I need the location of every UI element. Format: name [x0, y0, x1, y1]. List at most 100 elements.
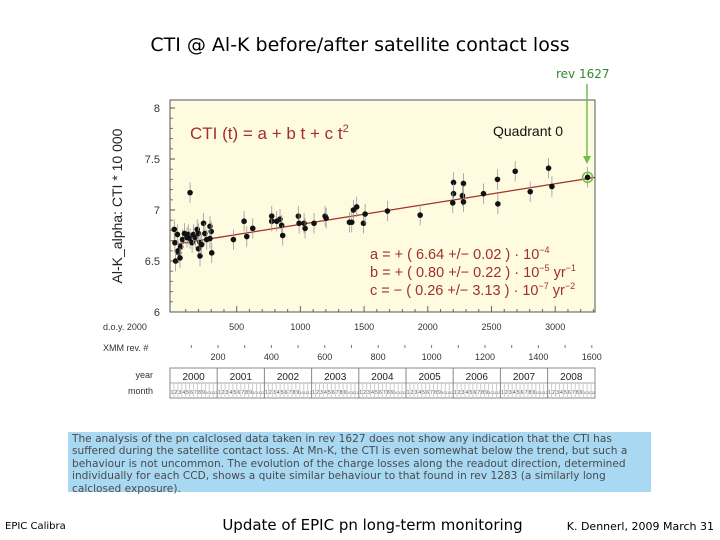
month-label: 6 — [426, 390, 429, 396]
year-row-label: year — [135, 370, 153, 380]
data-point — [243, 233, 250, 240]
slide-title: CTI @ Al-K before/after satellite contac… — [150, 34, 570, 56]
data-point — [323, 215, 329, 221]
footer-left: EPIC Calibra — [5, 521, 66, 532]
x-tick-label: 1000 — [290, 322, 310, 332]
month-label: 6 — [190, 390, 193, 396]
month-label: 9 — [391, 390, 394, 396]
rev-axis-label: XMM rev. # — [103, 343, 148, 353]
month-label: 11 — [257, 391, 261, 395]
data-point — [545, 165, 552, 171]
month-label: 4 — [371, 390, 374, 396]
data-point — [279, 232, 286, 239]
plot-frame — [169, 99, 596, 313]
month-label: 4 — [466, 390, 469, 396]
month-label: 10 — [489, 391, 493, 395]
y-axis-label: Al-K_alpha: CTI * 10 000 — [109, 128, 125, 283]
rev-tick-label: 1200 — [475, 352, 495, 362]
year-label: 2004 — [371, 372, 394, 383]
month-label: 5 — [375, 390, 378, 396]
month-label: 4 — [560, 390, 563, 396]
rev-tick-label: 1400 — [528, 352, 548, 362]
month-label: 11 — [398, 391, 402, 395]
month-label: 3 — [462, 390, 465, 396]
y-tick-label: 8 — [154, 103, 160, 115]
data-point — [200, 220, 207, 227]
month-label: 10 — [300, 391, 304, 395]
month-label: 3 — [367, 390, 370, 396]
month-label: 7 — [194, 390, 197, 396]
data-point — [195, 230, 202, 237]
data-point — [208, 250, 215, 256]
month-label: 7 — [572, 390, 575, 396]
month-label: 2 — [222, 390, 225, 396]
x-tick-label: 500 — [229, 322, 244, 332]
year-label: 2001 — [230, 372, 253, 383]
month-label: 4 — [182, 390, 185, 396]
data-point — [241, 218, 247, 225]
data-point — [449, 200, 456, 206]
panel-label: Quadrant 0 — [493, 123, 563, 139]
data-point — [249, 225, 256, 232]
month-label: 3 — [178, 390, 181, 396]
month-label: 1 — [407, 390, 410, 396]
month-label: 10 — [347, 391, 351, 395]
month-label: 12 — [544, 391, 548, 395]
year-label: 2002 — [277, 372, 300, 383]
month-label: 9 — [249, 390, 252, 396]
x-tick-label: 3000 — [545, 322, 565, 332]
month-label: 1 — [312, 390, 315, 396]
month-label: 12 — [496, 391, 500, 395]
month-label: 6 — [473, 390, 476, 396]
y-tick-label: 7.5 — [145, 154, 160, 166]
fit-line — [172, 176, 596, 246]
month-label: 8 — [340, 390, 343, 396]
data-point — [208, 228, 215, 235]
month-label: 4 — [277, 390, 280, 396]
month-label: 9 — [202, 390, 205, 396]
month-label: 10 — [583, 391, 587, 395]
x-tick-label: 2000 — [418, 322, 438, 332]
data-point — [494, 176, 501, 183]
analysis-note: The analysis of the pn calclosed data ta… — [68, 432, 651, 495]
data-point — [174, 231, 181, 238]
data-point — [584, 174, 591, 181]
data-point — [512, 168, 518, 175]
month-label: 5 — [328, 390, 331, 396]
month-label: 1 — [171, 390, 174, 396]
month-label: 3 — [320, 390, 323, 396]
data-point — [171, 226, 178, 233]
month-label: 7 — [525, 390, 528, 396]
month-label: 1 — [359, 390, 362, 396]
month-label: 7 — [477, 390, 480, 396]
month-label: 6 — [285, 390, 288, 396]
data-point — [175, 248, 181, 254]
data-point — [172, 258, 179, 264]
month-label: 8 — [576, 390, 579, 396]
data-point — [450, 190, 457, 197]
month-label: 4 — [418, 390, 421, 396]
data-point — [362, 211, 368, 217]
data-point — [172, 239, 178, 246]
month-label: 9 — [580, 390, 583, 396]
month-label: 3 — [509, 390, 512, 396]
year-label: 2007 — [513, 372, 536, 383]
data-point — [207, 235, 213, 242]
data-point — [295, 213, 302, 219]
data-point — [311, 220, 317, 227]
fit-coefficient: a = + ( 6.64 +/− 0.02 ) · 10−4 — [370, 245, 550, 263]
month-label: 2 — [552, 390, 555, 396]
fit-coefficient: c = − ( 0.26 +/− 3.13 ) · 10−7 yr−2 — [370, 281, 575, 299]
month-label: 1 — [265, 390, 268, 396]
month-label: 11 — [587, 391, 591, 395]
month-label: 10 — [394, 391, 398, 395]
data-point — [301, 220, 307, 227]
month-label: 7 — [289, 390, 292, 396]
month-label: 11 — [304, 391, 308, 395]
month-label: 5 — [470, 390, 473, 396]
month-label: 5 — [422, 390, 425, 396]
data-point — [230, 236, 237, 243]
month-label: 10 — [205, 391, 209, 395]
month-label: 5 — [234, 390, 237, 396]
month-label: 11 — [209, 391, 213, 395]
